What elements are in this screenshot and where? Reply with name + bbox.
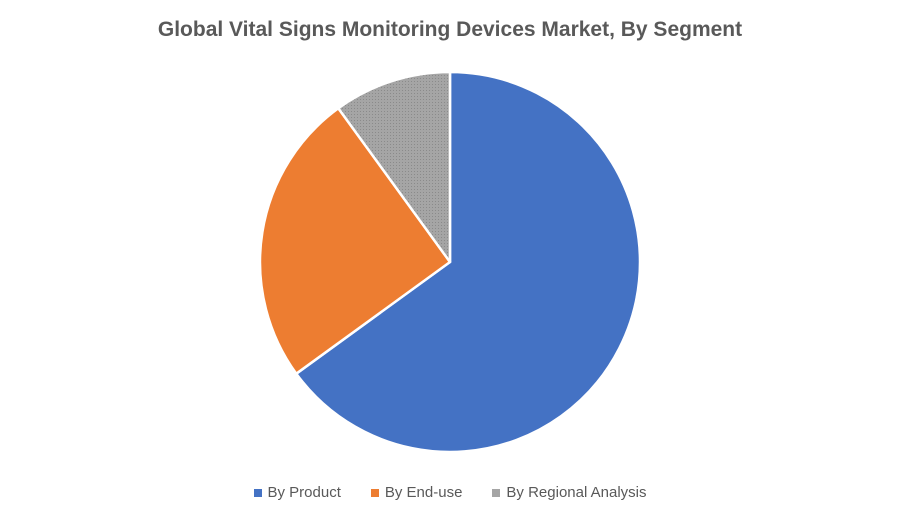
- pie-slice-end-use: [258, 107, 452, 375]
- legend-label-end-use: By End-use: [384, 484, 463, 501]
- pie-slices: [258, 70, 642, 454]
- legend-item-regional-analysis: By Regional Analysis: [492, 484, 647, 501]
- legend-item-product: By Product: [253, 484, 341, 501]
- pie-chart: [258, 70, 642, 454]
- legend-swatch-product: [253, 488, 262, 497]
- legend-label-regional-analysis: By Regional Analysis: [506, 484, 647, 501]
- legend-item-end-use: By End-use: [370, 484, 463, 501]
- pie-slice-regional-analysis: [337, 70, 452, 264]
- legend: By Product By End-use By Regional Analys…: [0, 484, 900, 501]
- chart-title: Global Vital Signs Monitoring Devices Ma…: [157, 18, 743, 41]
- pie-slice-product: [295, 70, 642, 454]
- legend-label-product: By Product: [267, 484, 341, 501]
- legend-swatch-end-use: [370, 488, 379, 497]
- legend-swatch-regional-analysis: [492, 488, 501, 497]
